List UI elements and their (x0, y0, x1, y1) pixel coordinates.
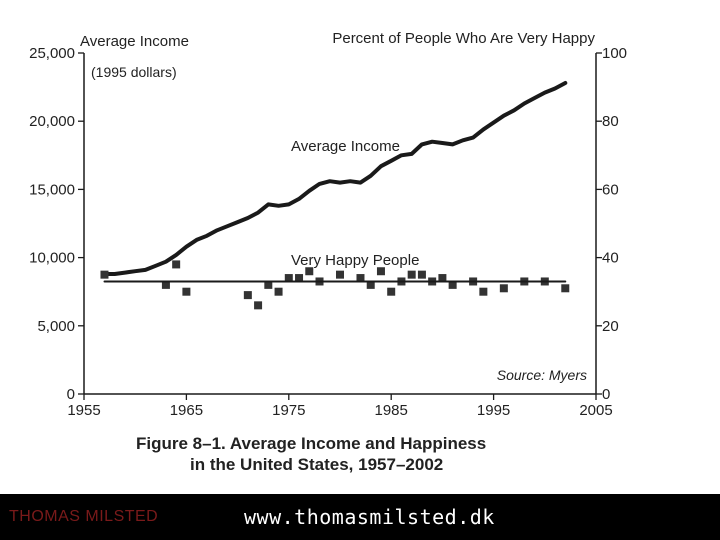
x-tick-label: 2005 (579, 402, 612, 419)
tick-labels: 0 5,000 10,000 15,000 20,000 25,000 0 20 40 60 80 1… (29, 45, 627, 419)
source-note: Source: Myers (497, 367, 587, 383)
very-happy-point (274, 287, 283, 296)
very-happy-point (295, 274, 304, 283)
footer-bar: THOMAS MILSTED www.thomasmilsted.dk (0, 494, 720, 540)
very-happy-point (336, 270, 344, 279)
right-tick-label: 20 (602, 318, 619, 335)
very-happy-point (387, 287, 396, 296)
left-tick-label: 10,000 (29, 250, 75, 267)
very-happy-point (305, 267, 314, 276)
left-axis-subtitle: (1995 dollars) (91, 64, 177, 80)
figure-caption-line1: Figure 8–1. Average Income and Happiness (136, 434, 486, 453)
very-happy-point (356, 274, 365, 283)
right-tick-label: 100 (602, 45, 627, 62)
very-happy-point (284, 274, 293, 283)
x-tick-label: 1985 (375, 402, 408, 419)
very-happy-point (182, 287, 191, 296)
x-tick-label: 1965 (170, 402, 203, 419)
right-axis-title: Percent of People Who Are Very Happy (332, 30, 595, 47)
right-tick-label: 60 (602, 181, 619, 198)
very-happy-point (254, 301, 263, 310)
left-tick-label: 5,000 (37, 318, 75, 335)
right-tick-label: 0 (602, 386, 610, 403)
left-tick-label: 20,000 (29, 113, 75, 130)
series-layer (100, 81, 570, 310)
very-happy-point (264, 280, 273, 289)
very-happy-point (499, 284, 508, 293)
series-label-very-happy-people: Very Happy People (291, 252, 419, 269)
left-tick-label: 25,000 (29, 45, 75, 62)
left-tick-label: 15,000 (29, 181, 75, 198)
series-label-average-income: Average Income (291, 138, 400, 155)
very-happy-point (366, 280, 375, 289)
income-happiness-chart: 0 5,000 10,000 15,000 20,000 25,000 0 20 40 60 80 1… (29, 30, 627, 474)
right-tick-label: 80 (602, 113, 619, 130)
very-happy-point (376, 267, 385, 276)
left-tick-label: 0 (67, 386, 75, 403)
figure-caption-line2: in the United States, 1957–2002 (190, 455, 443, 474)
x-tick-label: 1975 (272, 402, 305, 419)
very-happy-point (407, 270, 416, 279)
left-axis-title: Average Income (80, 33, 189, 50)
very-happy-point (161, 280, 170, 289)
very-happy-point (172, 260, 181, 269)
right-tick-label: 40 (602, 250, 619, 267)
x-tick-label: 1995 (477, 402, 510, 419)
very-happy-point (417, 270, 426, 279)
footer-website-link[interactable]: www.thomasmilsted.dk (244, 505, 495, 529)
very-happy-point (438, 274, 447, 283)
very-happy-point (243, 291, 252, 300)
very-happy-point (561, 284, 570, 293)
average-income-line (102, 81, 568, 276)
footer-author: THOMAS MILSTED (9, 508, 159, 525)
axes (78, 52, 602, 400)
very-happy-point (448, 280, 457, 289)
x-tick-label: 1955 (67, 402, 100, 419)
very-happy-point (479, 287, 488, 296)
very-happy-point (100, 270, 109, 279)
